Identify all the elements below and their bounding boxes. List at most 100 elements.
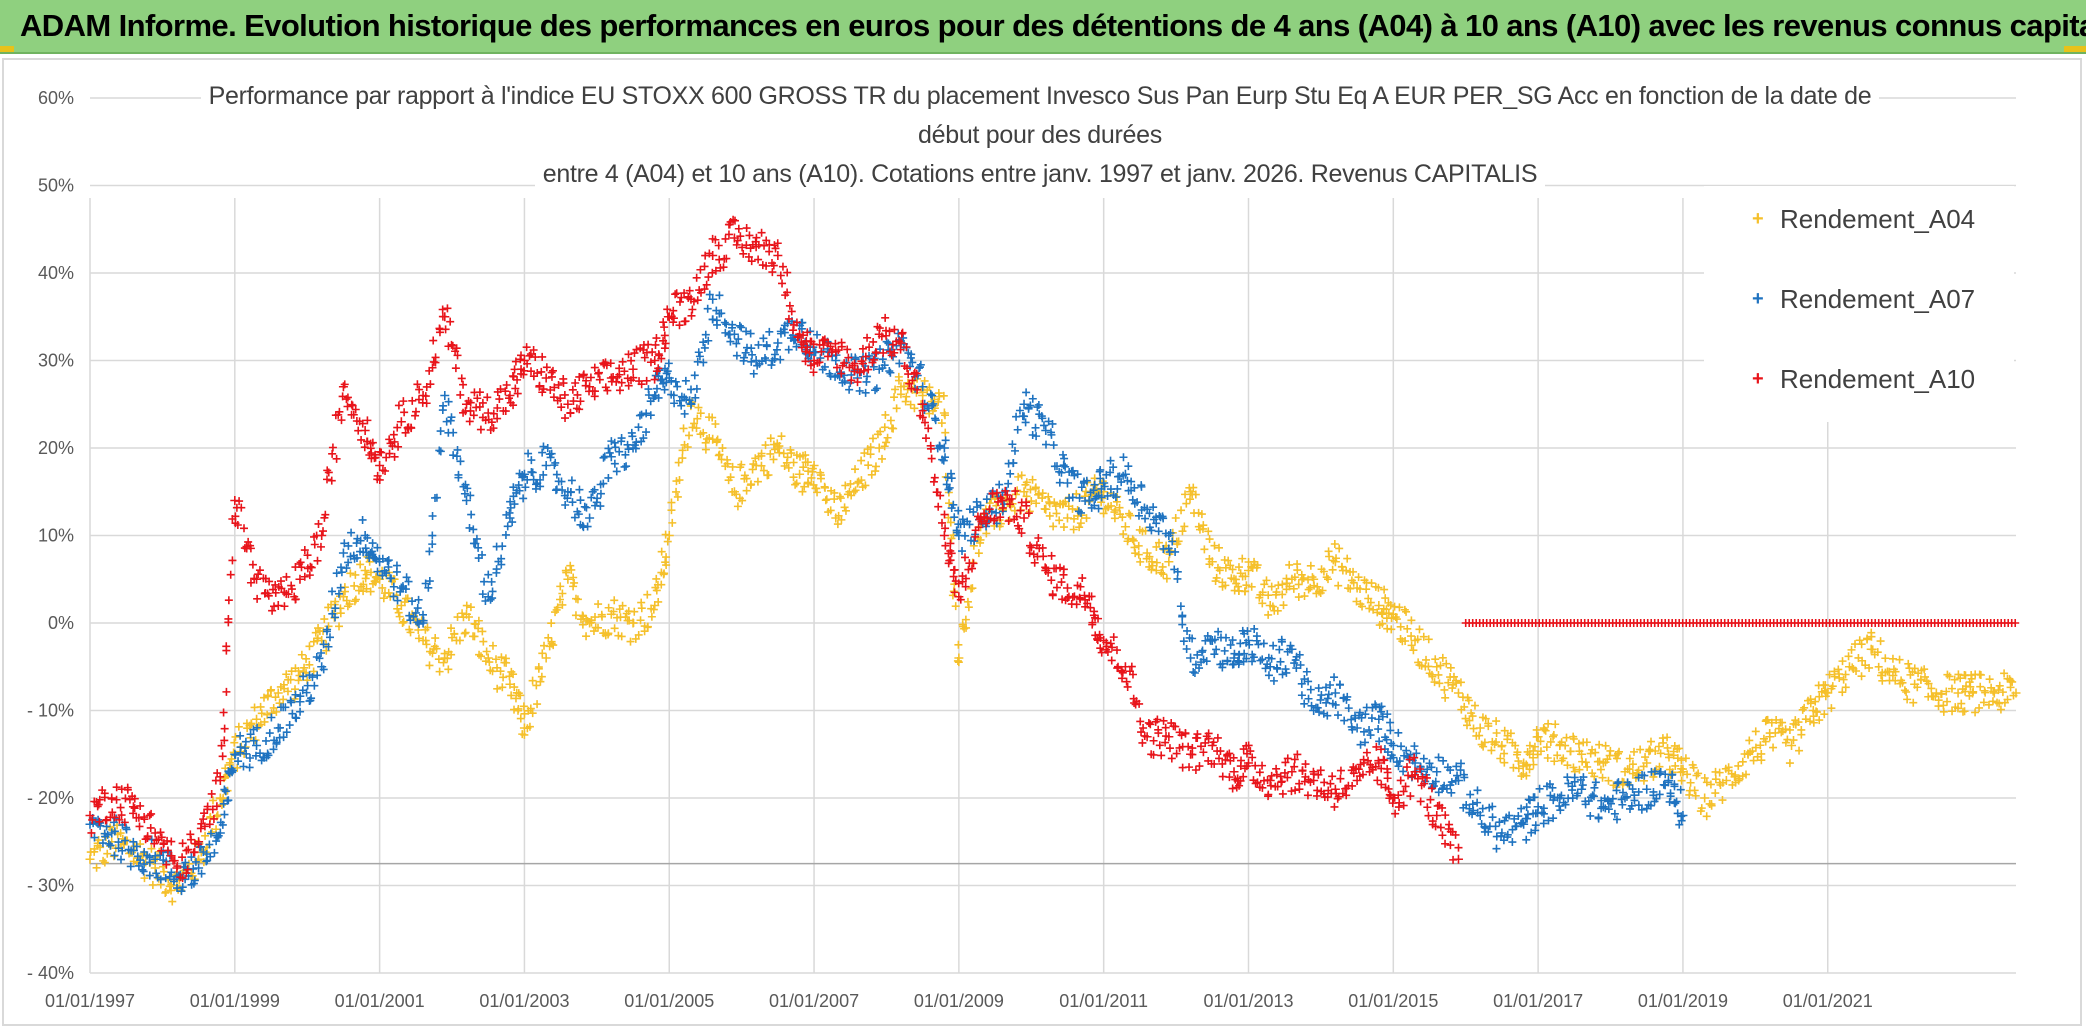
- rendement-a10-point: [300, 572, 309, 581]
- rendement-a04-point: [661, 530, 670, 539]
- rendement-a10-point: [644, 340, 653, 349]
- rendement-a10-point: [659, 318, 668, 327]
- rendement-a07-point: [673, 382, 682, 391]
- rendement-a04-point: [1197, 510, 1206, 519]
- rendement-a07-point: [1182, 645, 1191, 654]
- rendement-a04-point: [230, 738, 239, 747]
- rendement-a07-point: [296, 707, 305, 716]
- rendement-a04-point: [1481, 714, 1490, 723]
- rendement-a10-point: [624, 381, 633, 390]
- rendement-a10-point: [760, 241, 769, 250]
- rendement-a04-point: [626, 637, 635, 646]
- rendement-a10-point: [823, 352, 832, 361]
- rendement-a04-point: [693, 414, 702, 423]
- rendement-a04-point: [395, 612, 404, 621]
- rendement-a04-point: [1690, 786, 1699, 795]
- rendement-a07-point: [725, 330, 734, 339]
- rendement-a10-point: [451, 364, 460, 373]
- rendement-a07-point: [1090, 501, 1099, 510]
- rendement-a04-point: [1154, 538, 1163, 547]
- rendement-a04-point: [1575, 765, 1584, 774]
- rendement-a04-point: [657, 547, 666, 556]
- rendement-a04-point: [1118, 513, 1127, 522]
- rendement-a07-point: [340, 539, 349, 548]
- rendement-a10-point: [157, 833, 166, 842]
- rendement-a10-point: [422, 399, 431, 408]
- rendement-a04-point: [1586, 749, 1595, 758]
- rendement-a07-point: [240, 744, 249, 753]
- rendement-a07-point: [691, 393, 700, 402]
- rendement-a10-point: [1287, 787, 1296, 796]
- rendement-a07-point: [1197, 648, 1206, 657]
- rendement-a10-point: [762, 261, 771, 270]
- rendement-a10-point: [1416, 765, 1425, 774]
- rendement-a04-point: [654, 597, 663, 606]
- rendement-a04-point: [1689, 763, 1698, 772]
- rendement-a04-point: [718, 444, 727, 453]
- rendement-a07-point: [732, 351, 741, 360]
- rendement-a07-point: [1613, 779, 1622, 788]
- rendement-a04-point: [1878, 676, 1887, 685]
- rendement-a04-point: [1815, 716, 1824, 725]
- rendement-a07-point: [425, 547, 434, 556]
- rendement-a07-point: [737, 323, 746, 332]
- rendement-a10-point: [832, 363, 841, 372]
- rendement-a10-point: [130, 804, 139, 813]
- rendement-a07-point: [205, 840, 214, 849]
- rendement-a10-point: [640, 353, 649, 362]
- rendement-a04-point: [1366, 598, 1375, 607]
- rendement-a04-point: [1110, 514, 1119, 523]
- rendement-a04-point: [1407, 641, 1416, 650]
- rendement-a10-point: [284, 590, 293, 599]
- rendement-a04-point: [732, 490, 741, 499]
- rendement-a07-point: [1195, 664, 1204, 673]
- rendement-a04-point: [1465, 716, 1474, 725]
- rendement-a04-point: [1099, 509, 1108, 518]
- rendement-a04-point: [1916, 675, 1925, 684]
- rendement-a04-point: [455, 636, 464, 645]
- rendement-a10-point: [907, 384, 916, 393]
- rendement-a07-point: [1059, 461, 1068, 470]
- rendement-a04-point: [297, 650, 306, 659]
- rendement-a10-point: [525, 351, 534, 360]
- rendement-a10-point: [998, 503, 1007, 512]
- rendement-a04-point: [147, 844, 156, 853]
- rendement-a10-point: [1264, 790, 1273, 799]
- rendement-a10-point: [446, 317, 455, 326]
- rendement-a07-point: [558, 486, 567, 495]
- rendement-a07-point: [712, 316, 721, 325]
- rendement-a07-point: [272, 739, 281, 748]
- rendement-a04-point: [1677, 776, 1686, 785]
- rendement-a10-point: [1218, 759, 1227, 768]
- rendement-a04-point: [1947, 684, 1956, 693]
- rendement-a04-point: [1290, 573, 1299, 582]
- rendement-a04-point: [1424, 662, 1433, 671]
- rendement-a10-point: [135, 822, 144, 831]
- rendement-a04-point: [1134, 541, 1143, 550]
- rendement-a10-point: [129, 809, 138, 818]
- rendement-a10-point: [745, 231, 754, 240]
- rendement-a04-point: [1904, 659, 1913, 668]
- rendement-a07-point: [1505, 811, 1514, 820]
- rendement-a07-point: [605, 448, 614, 457]
- rendement-a10-point: [1362, 748, 1371, 757]
- rendement-a10-point: [220, 724, 229, 733]
- rendement-a04-point: [159, 867, 168, 876]
- rendement-a10-point: [1348, 781, 1357, 790]
- rendement-a07-point: [1535, 784, 1544, 793]
- rendement-a04-point: [766, 449, 775, 458]
- rendement-a07-point: [590, 485, 599, 494]
- rendement-a04-point: [1544, 719, 1553, 728]
- rendement-a07-point: [514, 481, 523, 490]
- rendement-a10-point: [205, 820, 214, 829]
- rendement-a04-point: [1419, 632, 1428, 641]
- rendement-a07-point: [1557, 791, 1566, 800]
- rendement-a04-point: [837, 515, 846, 524]
- rendement-a04-point: [1158, 562, 1167, 571]
- rendement-a10-point: [1003, 491, 1012, 500]
- legend: [1704, 186, 2014, 422]
- rendement-a07-point: [308, 673, 317, 682]
- rendement-a07-point: [1618, 788, 1627, 797]
- rendement-a07-point: [1531, 821, 1540, 830]
- rendement-a10-point: [1373, 776, 1382, 785]
